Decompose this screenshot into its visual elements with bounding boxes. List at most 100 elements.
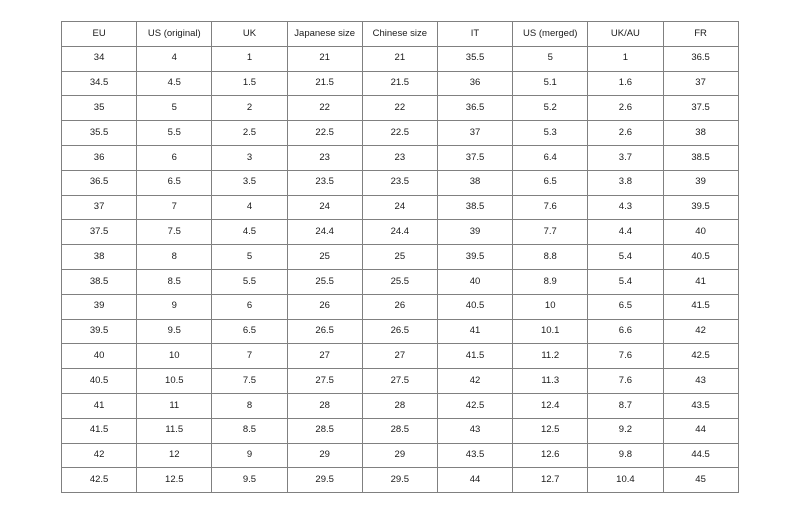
cell-fr: 38.5 bbox=[662, 144, 739, 171]
cell-it: 42.5 bbox=[436, 392, 514, 419]
cell-chinese-size: 28.5 bbox=[361, 417, 438, 444]
cell-uk: 4.5 bbox=[211, 219, 288, 246]
cell-uk: 7 bbox=[211, 343, 288, 370]
cell-fr: 37.5 bbox=[662, 95, 739, 122]
table-row: 35 5 2 22 22 36.5 5.2 2.6 37.5 bbox=[60, 95, 739, 122]
cell-eu: 41 bbox=[60, 392, 138, 419]
cell-eu: 38 bbox=[60, 244, 138, 270]
cell-us-original: 12.5 bbox=[136, 467, 213, 494]
cell-chinese-size: 26 bbox=[361, 293, 438, 320]
cell-japanese-size: 23.5 bbox=[286, 169, 363, 196]
column-header-chinese-size: Chinese size bbox=[361, 21, 438, 47]
cell-uk: 4 bbox=[211, 194, 288, 221]
cell-fr: 38 bbox=[662, 120, 739, 146]
cell-it: 37 bbox=[436, 120, 514, 146]
table-row: 40.5 10.5 7.5 27.5 27.5 42 11.3 7.6 43 bbox=[60, 368, 739, 394]
cell-fr: 41.5 bbox=[662, 293, 739, 320]
cell-us-merged: 12.6 bbox=[512, 442, 589, 469]
table-row: 36 6 3 23 23 37.5 6.4 3.7 38.5 bbox=[60, 144, 739, 171]
cell-us-original: 4 bbox=[136, 45, 213, 72]
cell-japanese-size: 29 bbox=[286, 442, 363, 469]
cell-japanese-size: 22 bbox=[286, 95, 363, 122]
cell-it: 43.5 bbox=[436, 442, 514, 469]
cell-uk: 9.5 bbox=[211, 467, 288, 494]
table-row: 37.5 7.5 4.5 24.4 24.4 39 7.7 4.4 40 bbox=[60, 219, 739, 246]
cell-us-merged: 8.9 bbox=[512, 268, 589, 295]
table-row: 42 12 9 29 29 43.5 12.6 9.8 44.5 bbox=[60, 442, 739, 469]
cell-chinese-size: 22 bbox=[361, 95, 438, 122]
cell-it: 37.5 bbox=[436, 144, 514, 171]
cell-japanese-size: 25 bbox=[286, 244, 363, 270]
cell-fr: 41 bbox=[662, 268, 739, 295]
cell-uk-au: 2.6 bbox=[587, 120, 664, 146]
cell-eu: 35.5 bbox=[60, 120, 138, 146]
cell-us-original: 6.5 bbox=[136, 169, 213, 196]
cell-eu: 41.5 bbox=[60, 417, 138, 444]
cell-eu: 38.5 bbox=[60, 268, 138, 295]
cell-chinese-size: 24.4 bbox=[361, 219, 438, 246]
cell-uk: 7.5 bbox=[211, 368, 288, 394]
cell-fr: 44 bbox=[662, 417, 739, 444]
cell-us-original: 9 bbox=[136, 293, 213, 320]
cell-uk-au: 6.5 bbox=[587, 293, 664, 320]
cell-chinese-size: 27.5 bbox=[361, 368, 438, 394]
column-header-us-original: US (original) bbox=[136, 21, 213, 47]
cell-eu: 35 bbox=[60, 95, 138, 122]
cell-japanese-size: 22.5 bbox=[286, 120, 363, 146]
table-body: 34 4 1 21 21 35.5 5 1 36.5 34.5 4.5 1.5 21.5 21.5 36 5.… bbox=[60, 45, 739, 494]
table-row: 35.5 5.5 2.5 22.5 22.5 37 5.3 2.6 38 bbox=[60, 120, 739, 146]
column-header-eu: EU bbox=[60, 21, 138, 47]
cell-uk: 6 bbox=[211, 293, 288, 320]
cell-uk-au: 1.6 bbox=[587, 70, 664, 97]
cell-us-merged: 11.2 bbox=[512, 343, 589, 370]
cell-it: 36 bbox=[436, 70, 514, 97]
cell-eu: 42 bbox=[60, 442, 138, 469]
cell-uk-au: 9.8 bbox=[587, 442, 664, 469]
cell-chinese-size: 22.5 bbox=[361, 120, 438, 146]
table-row: 40 10 7 27 27 41.5 11.2 7.6 42.5 bbox=[60, 343, 739, 370]
cell-uk: 6.5 bbox=[211, 318, 288, 345]
cell-us-original: 10.5 bbox=[136, 368, 213, 394]
cell-it: 43 bbox=[436, 417, 514, 444]
cell-us-merged: 5.2 bbox=[512, 95, 589, 122]
cell-fr: 43 bbox=[662, 368, 739, 394]
cell-eu: 42.5 bbox=[60, 467, 138, 494]
cell-uk: 2.5 bbox=[211, 120, 288, 146]
cell-japanese-size: 27.5 bbox=[286, 368, 363, 394]
table-row: 34.5 4.5 1.5 21.5 21.5 36 5.1 1.6 37 bbox=[60, 70, 739, 97]
cell-fr: 37 bbox=[662, 70, 739, 97]
cell-chinese-size: 21 bbox=[361, 45, 438, 72]
cell-uk-au: 6.6 bbox=[587, 318, 664, 345]
cell-us-merged: 7.6 bbox=[512, 194, 589, 221]
table-row: 41 11 8 28 28 42.5 12.4 8.7 43.5 bbox=[60, 392, 739, 419]
cell-it: 39.5 bbox=[436, 244, 514, 270]
cell-uk-au: 9.2 bbox=[587, 417, 664, 444]
cell-it: 39 bbox=[436, 219, 514, 246]
cell-chinese-size: 29 bbox=[361, 442, 438, 469]
cell-us-original: 12 bbox=[136, 442, 213, 469]
cell-us-merged: 8.8 bbox=[512, 244, 589, 270]
table-row: 34 4 1 21 21 35.5 5 1 36.5 bbox=[60, 45, 739, 72]
cell-japanese-size: 29.5 bbox=[286, 467, 363, 494]
cell-uk: 5 bbox=[211, 244, 288, 270]
table-row: 42.5 12.5 9.5 29.5 29.5 44 12.7 10.4 45 bbox=[60, 467, 739, 494]
cell-us-original: 7 bbox=[136, 194, 213, 221]
cell-us-original: 9.5 bbox=[136, 318, 213, 345]
cell-japanese-size: 28.5 bbox=[286, 417, 363, 444]
cell-chinese-size: 28 bbox=[361, 392, 438, 419]
table-header-row: EU US (original) UK Japanese size Chinese si… bbox=[60, 21, 739, 47]
cell-us-merged: 10 bbox=[512, 293, 589, 320]
cell-fr: 39.5 bbox=[662, 194, 739, 221]
cell-it: 44 bbox=[436, 467, 514, 494]
column-header-uk: UK bbox=[211, 21, 288, 47]
table-row: 38.5 8.5 5.5 25.5 25.5 40 8.9 5.4 41 bbox=[60, 268, 739, 295]
cell-us-original: 5.5 bbox=[136, 120, 213, 146]
cell-uk-au: 5.4 bbox=[587, 244, 664, 270]
column-header-fr: FR bbox=[662, 21, 739, 47]
cell-uk-au: 4.3 bbox=[587, 194, 664, 221]
cell-eu: 37.5 bbox=[60, 219, 138, 246]
cell-eu: 34 bbox=[60, 45, 138, 72]
cell-it: 38 bbox=[436, 169, 514, 196]
cell-us-merged: 5.1 bbox=[512, 70, 589, 97]
